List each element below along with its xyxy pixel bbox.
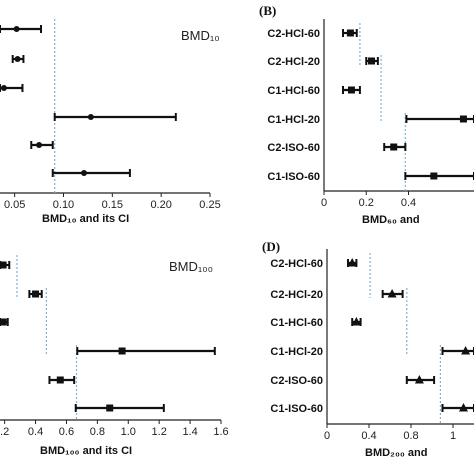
x-tick-label: 1.4 [182, 426, 197, 438]
y-category-label: C1-HCl-60 [270, 317, 323, 329]
panel-b: (B) BMD₆₀ and 0 0.2 0.4 C2-HCl-60 C2-HCl-20 C… [259, 3, 474, 226]
x-tick-label: 0.8 [90, 426, 105, 438]
y-category-label: C2-ISO-60 [270, 375, 323, 387]
x-tick-label: 0 [324, 430, 330, 442]
x-tick-label: 0.4 [401, 197, 416, 209]
estimate-point [106, 404, 114, 412]
y-category-label: C2-HCl-60 [267, 28, 320, 40]
x-tick-label: 1.0 [121, 426, 136, 438]
estimate-point [461, 346, 471, 355]
x-tick-label: 0.20 [150, 199, 171, 211]
panel-c-inset-label: BMD₁₀₀ [169, 259, 213, 274]
x-tick-label: 1.6 [213, 426, 228, 438]
estimate-point [347, 86, 355, 94]
y-category-label: C2-ISO-60 [267, 142, 320, 154]
estimate-point [346, 29, 354, 37]
estimate-point [13, 26, 20, 32]
estimate-point [430, 172, 438, 180]
estimate-point [56, 376, 64, 384]
estimate-point [14, 56, 21, 62]
estimate-point [32, 290, 40, 298]
x-tick-label: 0.6 [59, 426, 74, 438]
x-tick-label: 0.15 [102, 199, 123, 211]
x-tick-label: 0 [321, 197, 327, 209]
y-category-label: C2-HCl-60 [270, 258, 323, 270]
y-category-label: C2-HCl-20 [270, 289, 323, 301]
x-tick-label: 0.25 [199, 199, 220, 211]
panel-c: BMD₁₀₀ BMD₁₀₀ and its CI .2 0.4 0.6 0.8 1.0 1… [0, 255, 229, 457]
panel-c-x-axis-title: BMD₁₀₀ and its CI [40, 445, 132, 457]
estimate-point [347, 258, 357, 267]
panel-a-x-axis-title: BMD₁₀ and its CI [42, 213, 129, 225]
estimate-point [351, 317, 361, 326]
y-category-label: C1-HCl-20 [267, 114, 320, 126]
estimate-point [459, 403, 468, 412]
estimate-point [81, 170, 87, 176]
estimate-point [36, 142, 43, 148]
estimate-point [0, 318, 7, 326]
x-tick-label: 0.4 [28, 426, 43, 438]
y-category-label: C1-ISO-60 [267, 171, 320, 183]
panel-d-x-axis-title: BMD₂₀₀ and [365, 447, 427, 459]
estimate-point [387, 289, 397, 298]
estimate-point [118, 347, 126, 355]
panel-a-inset-label: BMD₁₀ [181, 28, 220, 43]
estimate-point [459, 115, 467, 123]
panel-d-letter: (D) [262, 239, 280, 254]
panel-b-x-axis-title: BMD₆₀ and [362, 214, 420, 226]
panel-d: (D) BMD₂₀₀ and 0 0.4 0.8 1 C2-HCl-60 C2-HCl-2… [262, 239, 474, 459]
estimate-point [0, 261, 7, 269]
x-tick-label: 0.4 [361, 430, 376, 442]
panel-b-letter: (B) [259, 3, 276, 18]
panel-a: BMD₁₀ BMD₁₀ and its CI 0.05 0.10 0.15 0.20 0… [0, 19, 221, 225]
x-tick-label: 0.10 [53, 199, 74, 211]
estimate-point [0, 85, 7, 91]
y-category-label: C1-HCl-60 [267, 85, 320, 97]
estimate-point [414, 375, 424, 384]
y-category-label: C1-HCl-20 [270, 346, 323, 358]
y-category-label: C1-ISO-60 [270, 403, 323, 415]
y-category-label: C2-HCl-20 [267, 56, 320, 68]
x-tick-label: .2 [0, 426, 9, 438]
x-tick-label: 0.8 [403, 430, 418, 442]
x-tick-label: 0.2 [359, 197, 374, 209]
x-tick-label: 0.05 [4, 199, 25, 211]
estimate-point [368, 57, 376, 65]
x-tick-label: 1 [450, 430, 456, 442]
x-tick-label: 1.2 [152, 426, 167, 438]
estimate-point [390, 143, 398, 151]
estimate-point [87, 114, 94, 120]
